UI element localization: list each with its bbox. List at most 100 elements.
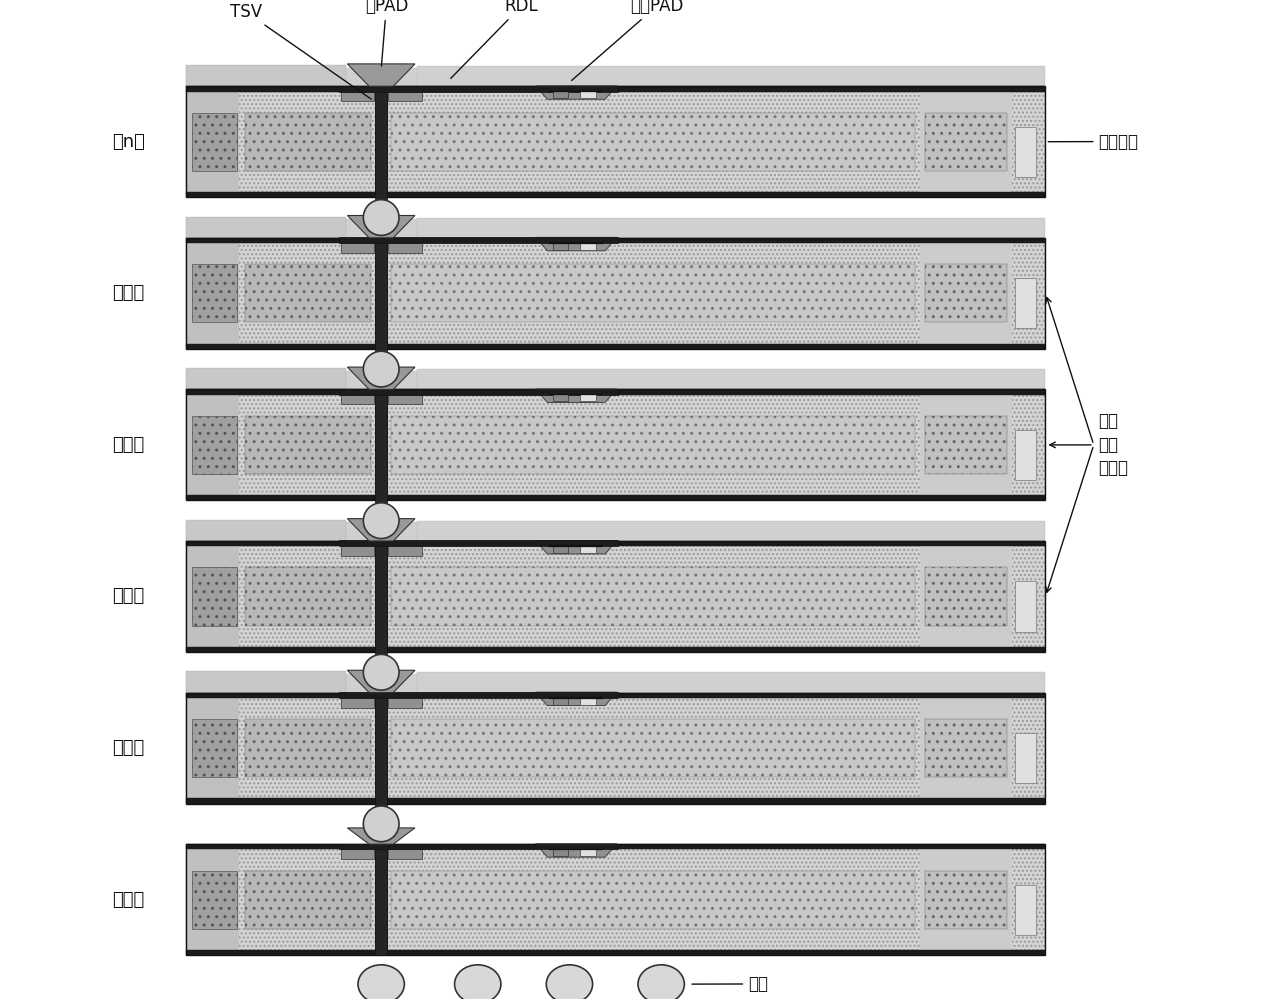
Bar bbox=[186, 219, 503, 238]
Bar bbox=[341, 546, 374, 556]
Text: 新PAD: 新PAD bbox=[365, 0, 408, 66]
Bar bbox=[341, 243, 374, 253]
Bar bbox=[338, 844, 618, 849]
Bar bbox=[920, 92, 1012, 192]
Circle shape bbox=[364, 200, 399, 235]
Bar bbox=[553, 849, 569, 856]
Bar bbox=[186, 698, 1045, 798]
Bar bbox=[338, 692, 618, 698]
Polygon shape bbox=[536, 237, 616, 251]
Text: 第五層: 第五層 bbox=[112, 284, 144, 302]
Text: 焊球: 焊球 bbox=[692, 975, 768, 993]
Bar bbox=[920, 546, 1012, 647]
Bar bbox=[186, 389, 1045, 395]
Bar bbox=[549, 91, 604, 92]
Bar bbox=[191, 719, 237, 777]
Bar bbox=[920, 849, 1012, 950]
Polygon shape bbox=[536, 692, 616, 706]
Bar bbox=[186, 192, 1045, 197]
Bar bbox=[925, 264, 1007, 322]
Bar bbox=[925, 416, 1007, 474]
Bar bbox=[549, 545, 604, 547]
Polygon shape bbox=[536, 540, 616, 554]
Circle shape bbox=[364, 654, 399, 690]
Text: 填充
底部
填充膠: 填充 底部 填充膠 bbox=[1099, 412, 1128, 477]
Bar bbox=[1014, 127, 1036, 177]
Bar bbox=[186, 541, 1045, 652]
Bar bbox=[341, 92, 374, 101]
Bar bbox=[417, 521, 1045, 541]
Text: 第四層: 第四層 bbox=[112, 436, 144, 454]
Bar bbox=[338, 86, 618, 92]
Bar bbox=[186, 674, 503, 693]
Bar bbox=[341, 698, 374, 708]
Ellipse shape bbox=[454, 965, 501, 1000]
Bar bbox=[245, 871, 371, 929]
Bar bbox=[186, 395, 239, 495]
Polygon shape bbox=[536, 844, 616, 857]
Bar bbox=[392, 871, 915, 929]
Bar bbox=[581, 546, 596, 553]
Bar bbox=[186, 389, 1045, 500]
Bar bbox=[186, 86, 1045, 92]
Bar bbox=[1014, 278, 1036, 328]
Bar bbox=[341, 849, 374, 859]
Polygon shape bbox=[347, 828, 415, 844]
Bar bbox=[920, 243, 1012, 344]
Polygon shape bbox=[536, 389, 616, 402]
Bar bbox=[186, 849, 239, 950]
Bar bbox=[186, 344, 1045, 349]
Bar bbox=[553, 394, 569, 401]
Circle shape bbox=[364, 806, 399, 842]
Text: 第一層: 第一層 bbox=[112, 891, 144, 909]
Bar bbox=[375, 844, 388, 955]
Bar bbox=[553, 242, 569, 250]
Bar bbox=[549, 242, 604, 244]
Polygon shape bbox=[347, 670, 415, 693]
Bar bbox=[245, 567, 371, 626]
Bar bbox=[186, 522, 503, 541]
Bar bbox=[417, 66, 1045, 86]
Bar bbox=[1014, 885, 1036, 935]
Bar bbox=[245, 264, 371, 322]
Bar bbox=[581, 849, 596, 856]
Bar bbox=[392, 719, 915, 777]
Bar bbox=[186, 86, 1045, 197]
Text: 閃存芯片: 閃存芯片 bbox=[1048, 133, 1138, 151]
Bar bbox=[338, 540, 618, 546]
Text: TSV: TSV bbox=[230, 3, 371, 99]
Bar bbox=[925, 567, 1007, 626]
Bar bbox=[1014, 581, 1036, 632]
Bar bbox=[581, 697, 596, 705]
Bar bbox=[186, 546, 1045, 647]
Bar bbox=[581, 242, 596, 250]
Bar bbox=[191, 416, 237, 474]
Bar bbox=[388, 92, 422, 101]
Text: 芯片PAD: 芯片PAD bbox=[572, 0, 684, 81]
Bar bbox=[388, 849, 422, 859]
Bar bbox=[375, 389, 388, 500]
Bar bbox=[553, 91, 569, 98]
Polygon shape bbox=[347, 215, 415, 238]
Bar bbox=[186, 671, 346, 693]
Bar bbox=[388, 395, 422, 404]
Bar bbox=[388, 698, 422, 708]
Bar bbox=[186, 371, 503, 389]
Bar bbox=[186, 238, 1045, 349]
Circle shape bbox=[364, 503, 399, 539]
Ellipse shape bbox=[638, 965, 684, 1000]
Bar bbox=[186, 693, 1045, 804]
Bar bbox=[392, 113, 915, 171]
Bar bbox=[186, 368, 346, 389]
Polygon shape bbox=[347, 367, 415, 389]
Bar bbox=[920, 395, 1012, 495]
Text: 第二層: 第二層 bbox=[112, 739, 144, 757]
Bar bbox=[245, 113, 371, 171]
Bar bbox=[186, 950, 1045, 955]
Ellipse shape bbox=[359, 965, 404, 1000]
Bar bbox=[1014, 733, 1036, 783]
Bar bbox=[388, 546, 422, 556]
Bar bbox=[553, 546, 569, 553]
Bar bbox=[245, 416, 371, 474]
Ellipse shape bbox=[546, 965, 592, 1000]
